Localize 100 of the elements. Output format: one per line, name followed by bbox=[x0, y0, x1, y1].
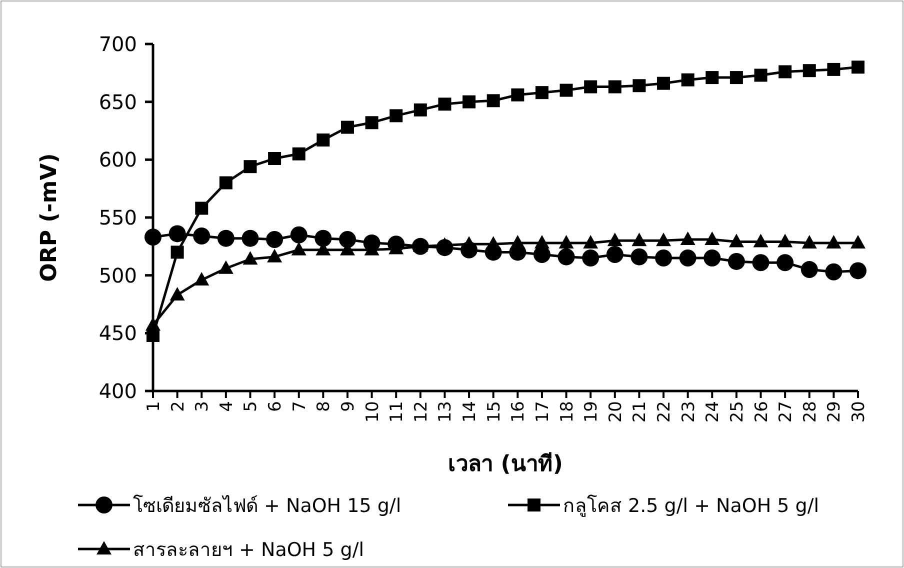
x-tick-label: 30 bbox=[849, 401, 869, 423]
point bbox=[852, 60, 864, 74]
y-axis-title: ORP (-mV) bbox=[37, 153, 62, 282]
point bbox=[170, 246, 184, 259]
legend-label: สารละลายฯ + NaOH 5 g/l bbox=[133, 539, 364, 561]
x-tick-label: 10 bbox=[362, 401, 383, 423]
point bbox=[534, 234, 550, 248]
x-tick-label: 11 bbox=[387, 401, 408, 423]
point bbox=[193, 228, 210, 245]
point bbox=[704, 249, 721, 266]
point bbox=[414, 103, 427, 116]
point bbox=[680, 231, 696, 245]
point bbox=[168, 225, 186, 242]
point bbox=[850, 234, 866, 248]
y-tick-label: 550 bbox=[98, 206, 137, 230]
point bbox=[218, 260, 234, 274]
point bbox=[194, 272, 210, 286]
x-tick-label: 18 bbox=[557, 401, 578, 423]
point bbox=[511, 88, 524, 102]
point bbox=[242, 230, 259, 247]
x-tick-label: 16 bbox=[508, 401, 529, 423]
point bbox=[630, 248, 648, 266]
x-tick-label: 26 bbox=[752, 401, 772, 423]
point bbox=[438, 98, 452, 111]
point bbox=[560, 84, 573, 97]
x-tick-label: 7 bbox=[290, 401, 310, 412]
point bbox=[290, 226, 308, 244]
point bbox=[802, 64, 816, 78]
point bbox=[753, 234, 768, 248]
point bbox=[681, 73, 694, 86]
x-tick-label: 1 bbox=[144, 401, 164, 412]
x-tick-label: 12 bbox=[411, 401, 432, 423]
point bbox=[826, 234, 842, 248]
point bbox=[730, 71, 743, 84]
point bbox=[704, 231, 720, 245]
point bbox=[827, 62, 840, 76]
point bbox=[340, 120, 354, 134]
point bbox=[608, 80, 622, 94]
point bbox=[390, 109, 403, 122]
point bbox=[752, 254, 770, 272]
x-tick-label: 13 bbox=[436, 401, 456, 423]
point bbox=[170, 286, 185, 300]
point bbox=[802, 234, 817, 248]
x-axis-title: เวลา (นาที) bbox=[448, 452, 563, 477]
y-tick-label: 450 bbox=[98, 321, 137, 346]
point bbox=[268, 152, 282, 166]
x-tick-label: 20 bbox=[606, 401, 626, 423]
x-tick-label: 22 bbox=[654, 401, 675, 423]
x-tick-label: 28 bbox=[800, 401, 820, 423]
point bbox=[607, 232, 622, 246]
point bbox=[242, 251, 258, 265]
point bbox=[558, 234, 574, 248]
point bbox=[706, 71, 719, 84]
point bbox=[728, 252, 745, 270]
x-tick-label: 5 bbox=[241, 401, 262, 412]
point bbox=[800, 261, 818, 278]
point bbox=[486, 94, 500, 108]
x-tick-label: 24 bbox=[703, 401, 724, 423]
x-tick-label: 6 bbox=[266, 401, 286, 412]
point bbox=[778, 65, 792, 78]
x-tick-label: 4 bbox=[216, 401, 237, 412]
legend-label: กลูโคส 2.5 g/l + NaOH 5 g/l bbox=[563, 494, 820, 517]
point bbox=[365, 116, 378, 130]
point bbox=[679, 249, 696, 266]
point bbox=[291, 242, 306, 256]
x-tick-label: 8 bbox=[314, 401, 334, 412]
x-tick-label: 9 bbox=[338, 401, 358, 412]
x-tick-label: 21 bbox=[630, 401, 650, 423]
point bbox=[850, 262, 866, 280]
point bbox=[583, 234, 598, 248]
x-tick-label: 29 bbox=[824, 401, 845, 423]
y-tick-label: 400 bbox=[98, 379, 137, 403]
point bbox=[244, 160, 257, 174]
y-tick-label: 650 bbox=[98, 90, 137, 114]
y-tick-label: 600 bbox=[98, 148, 137, 172]
point bbox=[657, 76, 670, 90]
point bbox=[754, 68, 768, 82]
point bbox=[267, 248, 282, 262]
point bbox=[728, 234, 744, 248]
x-tick-label: 23 bbox=[678, 401, 699, 423]
legend-label: โซเดียมซัลไฟด์ + NaOH 15 g/l bbox=[133, 494, 402, 517]
point bbox=[314, 230, 332, 247]
point bbox=[632, 79, 646, 92]
x-tick-label: 27 bbox=[776, 401, 796, 423]
x-tick-label: 3 bbox=[192, 401, 213, 412]
point bbox=[146, 317, 160, 331]
point bbox=[510, 234, 526, 248]
point bbox=[535, 86, 548, 100]
x-tick-label: 25 bbox=[727, 401, 748, 423]
point bbox=[584, 80, 598, 94]
x-tick-label: 15 bbox=[484, 401, 504, 423]
point bbox=[606, 246, 624, 264]
x-tick-label: 19 bbox=[582, 401, 602, 423]
point bbox=[462, 95, 476, 108]
y-tick-label: 500 bbox=[98, 263, 137, 288]
point bbox=[655, 249, 672, 266]
point bbox=[582, 249, 600, 266]
x-tick-label: 14 bbox=[460, 401, 480, 423]
y-tick-label: 700 bbox=[98, 32, 137, 56]
point bbox=[825, 263, 842, 280]
